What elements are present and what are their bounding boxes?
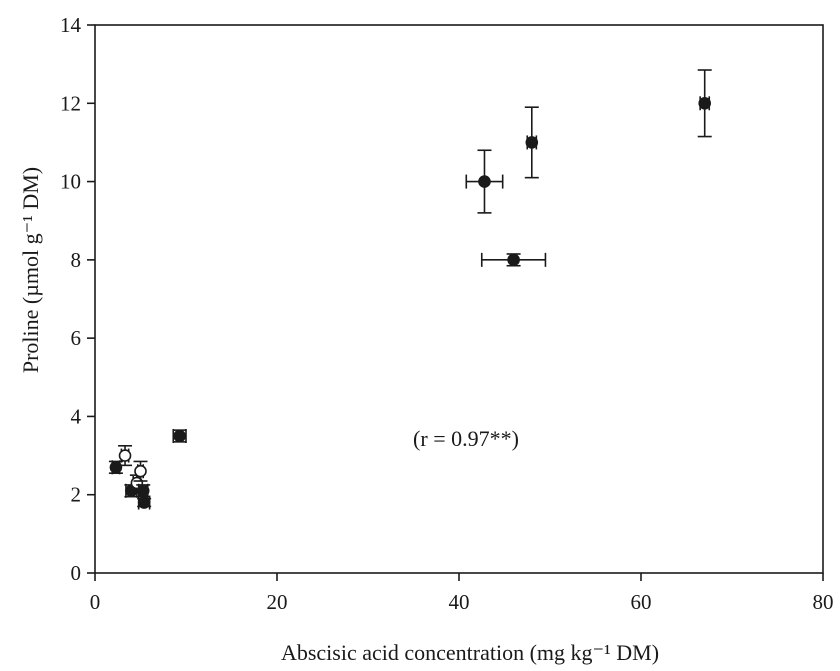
correlation-annotation: (r = 0.97**): [413, 426, 519, 451]
data-point: [465, 149, 504, 214]
y-tick-label: 12: [60, 91, 81, 115]
filled-marker: [698, 96, 712, 110]
filled-marker: [507, 253, 520, 267]
filled-marker: [478, 175, 491, 188]
y-tick-label: 0: [71, 561, 82, 585]
data-point: [172, 429, 187, 443]
data-points: [108, 69, 712, 510]
filled-marker: [173, 429, 186, 443]
plot-border: [94, 24, 824, 574]
y-tick-label: 4: [71, 404, 82, 428]
x-axis-label: Abscisic acid concentration (mg kg⁻¹ DM): [281, 640, 659, 665]
open-marker: [134, 464, 147, 478]
x-tick-label: 20: [267, 590, 288, 614]
filled-marker: [137, 496, 151, 509]
open-marker: [118, 449, 132, 462]
data-point: [480, 252, 547, 267]
y-tick-label: 6: [71, 326, 82, 350]
x-tick-label: 80: [813, 590, 834, 614]
y-axis-label: Proline (µmol g⁻¹ DM): [18, 167, 43, 373]
data-point: [697, 69, 712, 138]
x-axis-ticks: 0 20 40 60 80: [90, 573, 834, 614]
y-tick-label: 10: [60, 170, 81, 194]
data-point: [524, 106, 539, 179]
y-tick-label: 8: [71, 248, 82, 272]
data-point: [108, 460, 123, 475]
filled-marker: [136, 484, 150, 498]
x-tick-label: 40: [449, 590, 470, 614]
y-axis-ticks: 0 2 4 6 8 10 12 14: [60, 13, 95, 585]
x-tick-label: 60: [631, 590, 652, 614]
y-tick-label: 2: [71, 483, 82, 507]
y-tick-label: 14: [60, 13, 82, 37]
data-point: [118, 444, 133, 467]
filled-marker: [109, 461, 123, 474]
filled-marker: [525, 136, 539, 149]
data-point: [137, 495, 152, 510]
data-point: [133, 460, 148, 482]
x-tick-label: 0: [90, 590, 101, 614]
plot-frame: [94, 24, 824, 574]
